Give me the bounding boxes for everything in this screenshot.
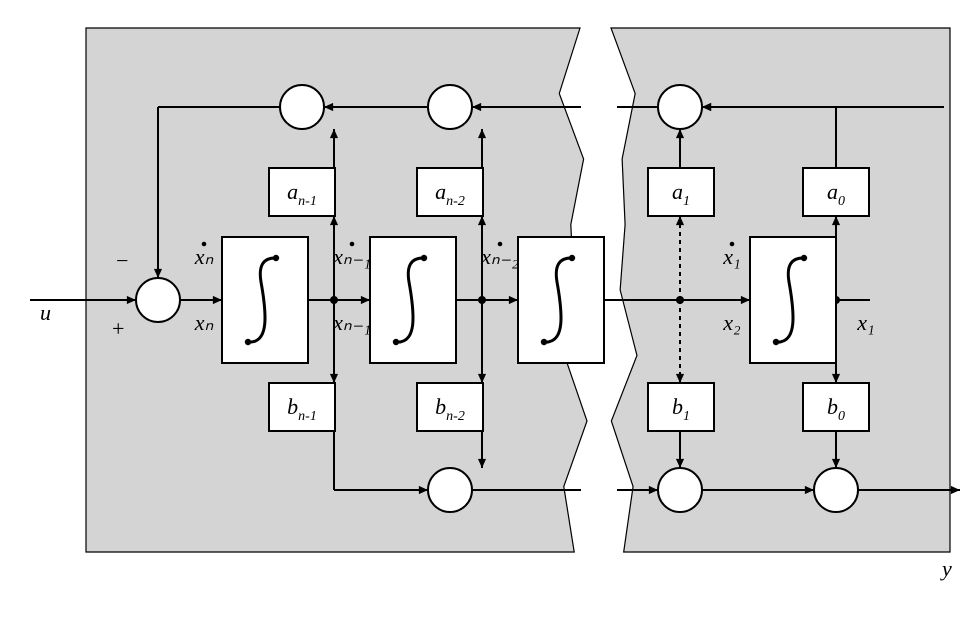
summer-b2 (658, 468, 702, 512)
svg-text:u: u (40, 300, 51, 325)
svg-text:−: − (115, 248, 130, 273)
summer-s1 (280, 85, 324, 129)
svg-text:xₙ₋₂: xₙ₋₂ (480, 244, 519, 269)
svg-text:x₂: x₂ (722, 310, 741, 335)
svg-text:xₙ: xₙ (194, 244, 214, 269)
summer-s2 (428, 85, 472, 129)
svg-text:x₁: x₁ (722, 244, 740, 269)
summer-in (136, 278, 180, 322)
svg-text:xₙ₋₁: xₙ₋₁ (332, 310, 371, 335)
svg-text:xₙ₋₁: xₙ₋₁ (332, 244, 371, 269)
svg-text:xₙ: xₙ (194, 310, 214, 335)
svg-text:y: y (940, 556, 952, 581)
block-diagram: an-1an-2a1a0bn-1bn-2b1b0xₙxₙxₙ₋₁xₙ₋₁xₙ₋₂… (0, 0, 970, 624)
svg-text:x₁: x₁ (856, 310, 874, 335)
summer-s3 (658, 85, 702, 129)
summer-b1 (428, 468, 472, 512)
svg-text:+: + (111, 316, 126, 341)
summer-b3 (814, 468, 858, 512)
